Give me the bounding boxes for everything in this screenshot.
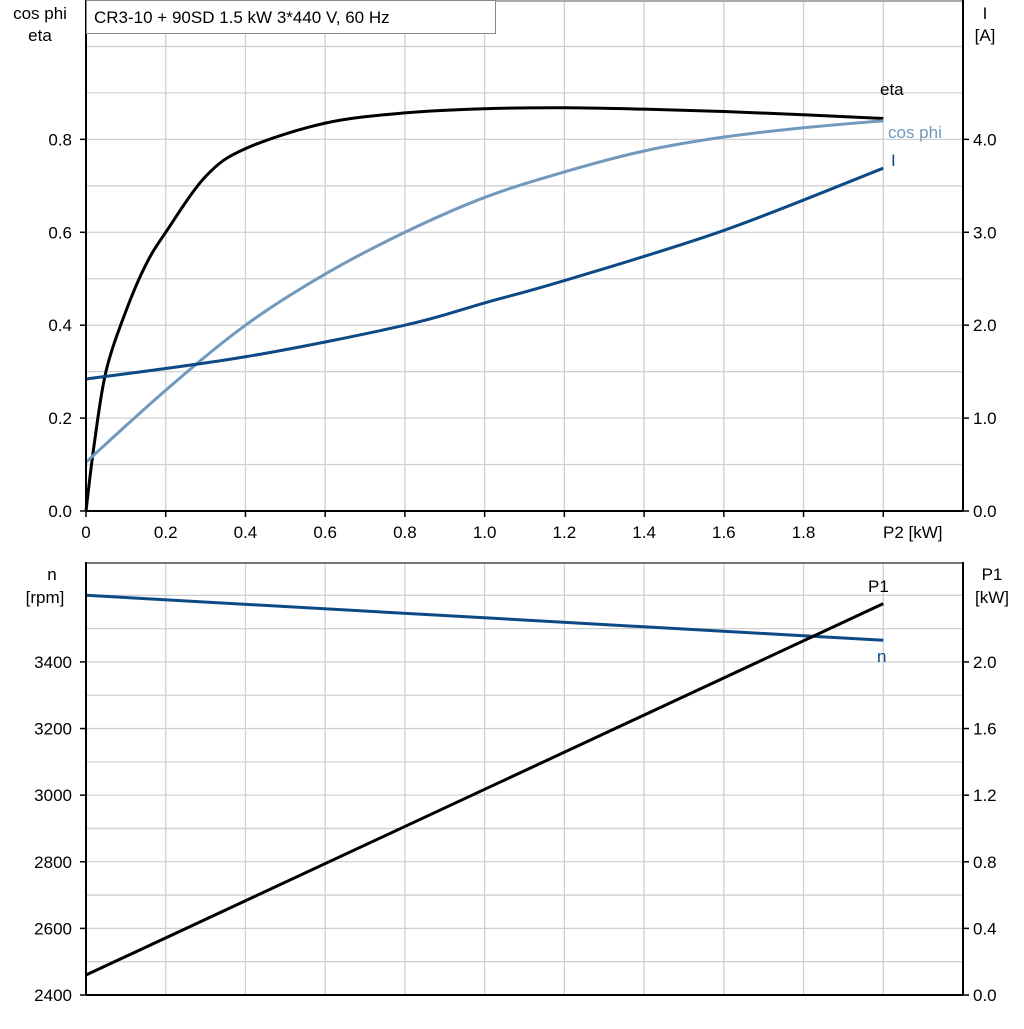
frames: [85, 0, 964, 996]
left-tick-label: 2600: [34, 919, 72, 938]
x-tick-label: 0.4: [234, 523, 258, 542]
x-tick-label: 0: [81, 523, 90, 542]
right-tick-label: 1.6: [973, 720, 997, 739]
bottom-grid: [86, 562, 963, 995]
left-tick-label: 0.8: [48, 130, 72, 149]
right-tick-label: 0.0: [973, 502, 997, 521]
left-tick-label: 3200: [34, 720, 72, 739]
top-grid: [86, 0, 963, 511]
left-tick-label: 0.6: [48, 223, 72, 242]
right-tick-label: 1.0: [973, 409, 997, 428]
x-tick-label: 1.0: [473, 523, 497, 542]
series-line-i: [85, 166, 884, 381]
x-tick-label: 0.2: [154, 523, 178, 542]
x-tick-label: 1.4: [632, 523, 656, 542]
series-label-p1: P1: [868, 577, 889, 596]
right-tick-label: 0.0: [973, 986, 997, 1005]
series-line-eta: [84, 106, 884, 512]
bottom-left-axis-label-2: [rpm]: [26, 588, 65, 607]
left-tick-label: 2400: [34, 986, 72, 1005]
left-tick-label: 3400: [34, 653, 72, 672]
right-tick-label: 0.8: [973, 853, 997, 872]
right-tick-label: 2.0: [973, 653, 997, 672]
chart-title: CR3-10 + 90SD 1.5 kW 3*440 V, 60 Hz: [94, 8, 390, 27]
left-tick-label: 0.0: [48, 502, 72, 521]
series-line-n: [85, 593, 884, 642]
right-tick-label: 2.0: [973, 316, 997, 335]
left-tick-label: 3000: [34, 786, 72, 805]
bottom-left-axis-label-1: n: [47, 565, 56, 584]
series-line-cos-phi: [84, 119, 884, 464]
right-tick-label: 3.0: [973, 223, 997, 242]
x-tick-label: 0.8: [393, 523, 417, 542]
top-left-axis-label-1: cos phi: [13, 4, 67, 23]
series-label-cos-phi: cos phi: [888, 123, 942, 142]
ticks: 0.0 0.2 0.4 0.6 0.8 0.0 1.0 2.0 3.0 4.0 0 0.2 0.4 0.6…: [34, 130, 996, 1005]
x-tick-label: 1.2: [553, 523, 577, 542]
left-tick-label: 0.2: [48, 409, 72, 428]
series-label-i: I: [891, 151, 896, 170]
right-tick-label: 4.0: [973, 130, 997, 149]
x-tick-label: 1.8: [792, 523, 816, 542]
top-left-axis-label-2: eta: [28, 26, 52, 45]
right-tick-label: 1.2: [973, 786, 997, 805]
x-axis-label: P2 [kW]: [883, 523, 943, 542]
top-right-axis-label-2: [A]: [975, 26, 996, 45]
series-label-eta: eta: [880, 80, 904, 99]
right-tick-label: 0.4: [973, 919, 997, 938]
left-tick-label: 0.4: [48, 316, 72, 335]
x-tick-label: 0.6: [313, 523, 337, 542]
series-label-n: n: [877, 647, 886, 666]
left-tick-label: 2800: [34, 853, 72, 872]
series-line-p1: [85, 602, 884, 977]
bottom-right-axis-label-1: P1: [982, 565, 1003, 584]
top-right-axis-label-1: I: [983, 4, 988, 23]
title-box: [86, 0, 496, 34]
x-tick-label: 1.6: [712, 523, 736, 542]
bottom-right-axis-label-2: [kW]: [975, 588, 1009, 607]
series-lines: [84, 106, 884, 977]
